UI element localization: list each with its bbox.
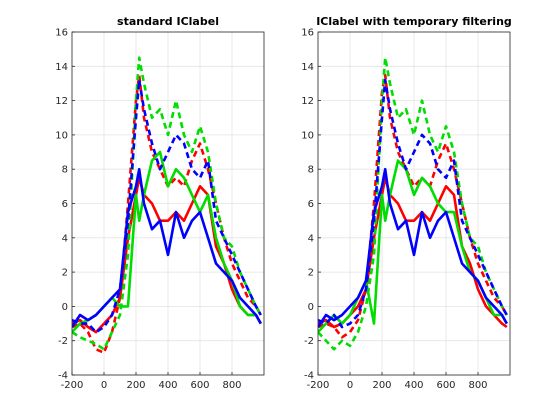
y-tick-label: 8 (62, 165, 68, 176)
series-line-6-solid (318, 167, 508, 328)
chart-title: IClabel with temporary filtering (316, 15, 512, 28)
x-tick-label: -200 (307, 380, 330, 391)
y-tick-label: 16 (55, 28, 68, 39)
y-tick-label: -2 (58, 336, 68, 347)
x-tick-label: 600 (436, 380, 455, 391)
x-tick-label: 200 (372, 380, 391, 391)
series-line-5-dashed (72, 78, 262, 334)
y-tick-label: 8 (308, 165, 314, 176)
x-tick-label: 800 (222, 380, 241, 391)
x-tick-label: 0 (347, 380, 353, 391)
series-line-1-dashed (72, 73, 262, 354)
y-tick-label: 6 (308, 199, 314, 210)
y-tick-label: 2 (62, 268, 68, 279)
chart-panel-2: -200 0 200 400 600 800 -4 -2 0 2 4 6 8 10 12 14 16IClabe… (301, 15, 512, 391)
y-tick-label: -2 (304, 336, 314, 347)
chart-title: standard IClabel (117, 15, 219, 28)
y-tick-label: 4 (308, 233, 314, 244)
series-line-6-solid (72, 167, 262, 328)
y-tick-label: -4 (304, 371, 314, 382)
series-line-5-dashed (318, 78, 508, 329)
x-tick-label: -200 (61, 380, 84, 391)
series-line-1-dashed (318, 73, 508, 339)
x-tick-label: 400 (404, 380, 423, 391)
series-line-3-dashed (72, 56, 262, 351)
y-tick-label: 4 (62, 233, 68, 244)
y-tick-label: 6 (62, 199, 68, 210)
series-line-2-solid (72, 176, 262, 334)
y-tick-label: 12 (301, 96, 314, 107)
y-tick-label: 2 (308, 268, 314, 279)
x-tick-label: 200 (126, 380, 145, 391)
x-tick-label: 400 (158, 380, 177, 391)
x-tick-label: 800 (468, 380, 487, 391)
x-tick-label: 0 (101, 380, 107, 391)
y-tick-label: -4 (58, 371, 68, 382)
y-tick-label: 14 (55, 62, 68, 73)
x-tick-label: 600 (190, 380, 209, 391)
y-tick-label: 14 (301, 62, 314, 73)
y-tick-label: 0 (62, 302, 68, 313)
series-line-3-dashed (318, 56, 508, 351)
y-tick-label: 16 (301, 28, 314, 39)
y-tick-label: 12 (55, 96, 68, 107)
chart-panel-1: -200 0 200 400 600 800 -4 -2 0 2 4 6 8 10 12 14 16 standa… (55, 15, 265, 391)
y-tick-label: 10 (301, 130, 314, 141)
y-tick-label: 10 (55, 130, 68, 141)
y-tick-label: 0 (308, 302, 314, 313)
